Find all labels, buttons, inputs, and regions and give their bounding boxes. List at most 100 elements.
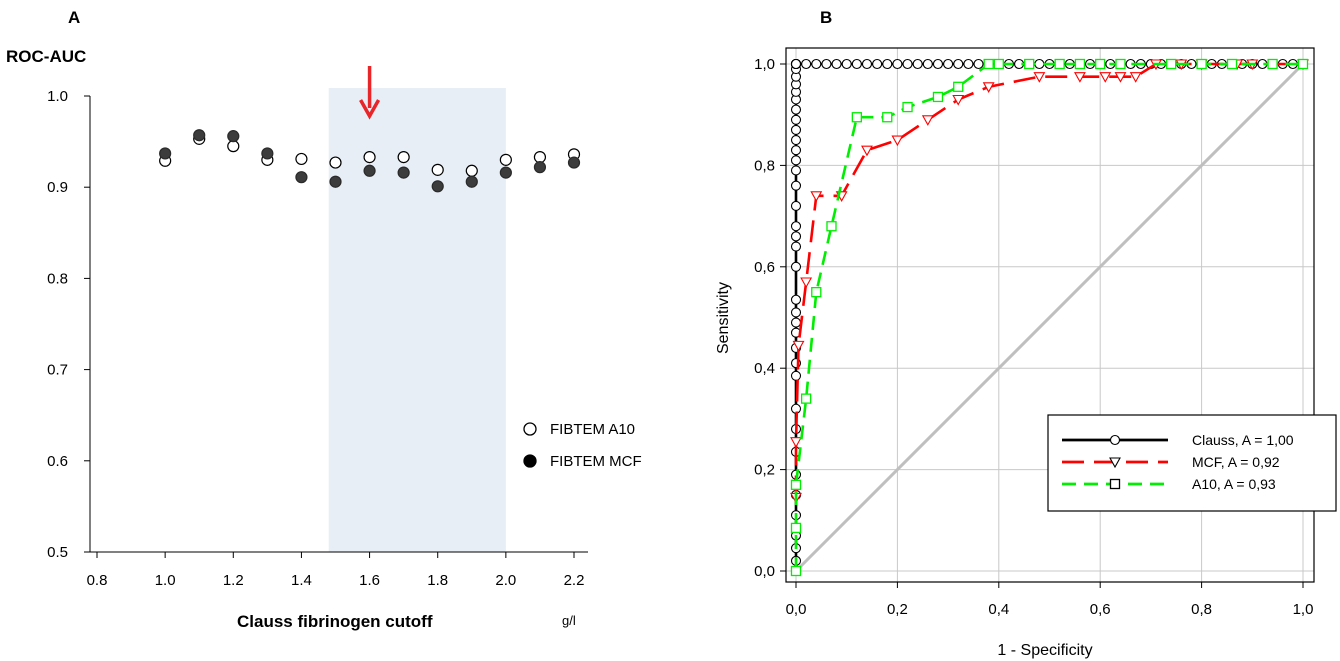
- fibtem-mcf-point: [193, 129, 206, 142]
- x-axis-unit: g/l: [562, 613, 576, 628]
- y-tick-label: 0,0: [754, 563, 775, 580]
- square-marker: [1095, 58, 1106, 70]
- x-axis-label: Clauss fibrinogen cutoff: [237, 612, 433, 631]
- triangle-marker: [1114, 72, 1127, 83]
- circle-marker: [790, 114, 802, 125]
- y-axis-label-b: Sensitivity: [715, 282, 732, 354]
- fibtem-mcf-point: [567, 156, 581, 169]
- triangle-marker: [861, 145, 873, 157]
- x-ticks: 0.8 1.0 1.2 1.4 1.6 1.8 2.0 2.2: [87, 552, 584, 589]
- x-tick-label: 0,2: [887, 601, 908, 618]
- circle-marker: [841, 58, 852, 70]
- triangle-marker: [921, 115, 934, 126]
- circle-marker: [790, 294, 802, 305]
- x-tick-label: 1.6: [359, 572, 380, 589]
- panel-a-title: ROC-AUC: [6, 47, 86, 66]
- circle-marker: [801, 58, 812, 70]
- x-tick-label: 2.0: [495, 572, 516, 589]
- legend: FIBTEM A10 FIBTEM MCF: [523, 421, 642, 470]
- circle-marker: [811, 58, 822, 70]
- fibtem-a10-point: [227, 140, 240, 153]
- red-arrow-icon: [359, 66, 381, 120]
- circle-marker: [790, 104, 802, 115]
- y-tick-label: 0.9: [47, 179, 68, 196]
- legend-label: A10, A = 0,93: [1192, 476, 1276, 492]
- square-marker: [1054, 58, 1065, 70]
- triangle-marker: [952, 94, 965, 106]
- circle-marker: [1034, 58, 1045, 70]
- circle-marker: [851, 58, 862, 70]
- square-marker: [953, 81, 964, 92]
- circle-marker: [790, 155, 802, 166]
- legend-label: FIBTEM A10: [550, 421, 635, 438]
- square-marker: [790, 565, 802, 577]
- circle-marker: [892, 58, 903, 70]
- triangle-marker: [1033, 72, 1046, 83]
- circle-marker: [790, 241, 802, 252]
- y-tick-label: 0,2: [754, 462, 775, 479]
- circle-marker: [790, 231, 802, 242]
- fibtem-a10-point: [363, 151, 376, 164]
- y-tick-label: 0.7: [47, 362, 68, 379]
- triangle-marker: [790, 437, 802, 448]
- circle-marker: [953, 58, 964, 70]
- square-marker: [1196, 58, 1207, 70]
- arrow-head: [359, 99, 381, 120]
- y-tick-label: 0,6: [754, 259, 775, 276]
- x-tick-label: 0.8: [87, 572, 108, 589]
- circle-marker: [790, 221, 802, 232]
- circle-marker: [821, 58, 832, 70]
- triangle-marker: [1129, 72, 1142, 83]
- fibtem-mcf-point: [227, 130, 240, 143]
- fibtem-mcf-point: [363, 164, 376, 177]
- highlight-region: [328, 88, 506, 552]
- panel-b: B 0,0 0,2 0,4 0,6 0,8 1,0 0,0 0,2 0,4 0,6 0,8 1,0 C…: [715, 8, 1337, 659]
- roc-curves: [790, 58, 1309, 577]
- triangle-marker: [810, 191, 823, 202]
- x-tick-label: 0,0: [786, 601, 807, 618]
- fibtem-mcf-point: [329, 175, 342, 188]
- circle-marker: [790, 317, 802, 328]
- circle-marker: [882, 58, 893, 70]
- x-tick-label: 0,4: [988, 601, 1009, 618]
- fibtem-a10-point: [329, 156, 342, 169]
- reference-diagonal: [794, 62, 1305, 573]
- circle-marker: [790, 124, 802, 135]
- legend-filled-circle-icon: [523, 454, 537, 468]
- square-marker: [932, 91, 944, 103]
- circle-marker: [973, 58, 984, 70]
- fibtem-mcf-point: [397, 166, 410, 179]
- fibtem-a10-point: [465, 164, 478, 177]
- circle-marker: [902, 58, 913, 70]
- circle-marker: [963, 58, 974, 70]
- fibtem-a10-point: [533, 151, 547, 164]
- fibtem-a10-point: [431, 163, 444, 176]
- square-marker: [993, 58, 1004, 70]
- triangle-marker: [1073, 72, 1086, 83]
- fibtem-mcf-point: [533, 161, 547, 174]
- square-marker: [1166, 58, 1177, 70]
- x-tick-label: 0,6: [1090, 601, 1111, 618]
- x-tick-label: 0,8: [1191, 601, 1212, 618]
- legend-label: MCF, A = 0,92: [1192, 454, 1280, 470]
- fibtem-mcf-point: [261, 147, 274, 160]
- circle-marker: [943, 58, 954, 70]
- square-marker: [902, 101, 913, 113]
- square-marker: [826, 221, 837, 232]
- square-marker: [851, 112, 862, 123]
- plot-frame: [785, 47, 1315, 583]
- fibtem-mcf-point: [499, 166, 512, 179]
- circle-marker: [861, 58, 873, 70]
- square-marker: [800, 393, 812, 404]
- y-tick-label: 0.8: [47, 270, 68, 287]
- y-tick-label: 0.6: [47, 453, 68, 470]
- triangle-marker: [800, 277, 813, 289]
- fibtem-mcf-point: [159, 147, 172, 160]
- circle-marker: [790, 135, 802, 146]
- circle-marker: [790, 200, 802, 212]
- x-tick-label: 1.4: [291, 572, 312, 589]
- y-tick-label: 1.0: [47, 88, 68, 105]
- square-marker: [1226, 58, 1238, 70]
- square-marker: [790, 479, 802, 490]
- y-ticks: 0.5 0.6 0.7 0.8 0.9 1.0: [47, 88, 90, 561]
